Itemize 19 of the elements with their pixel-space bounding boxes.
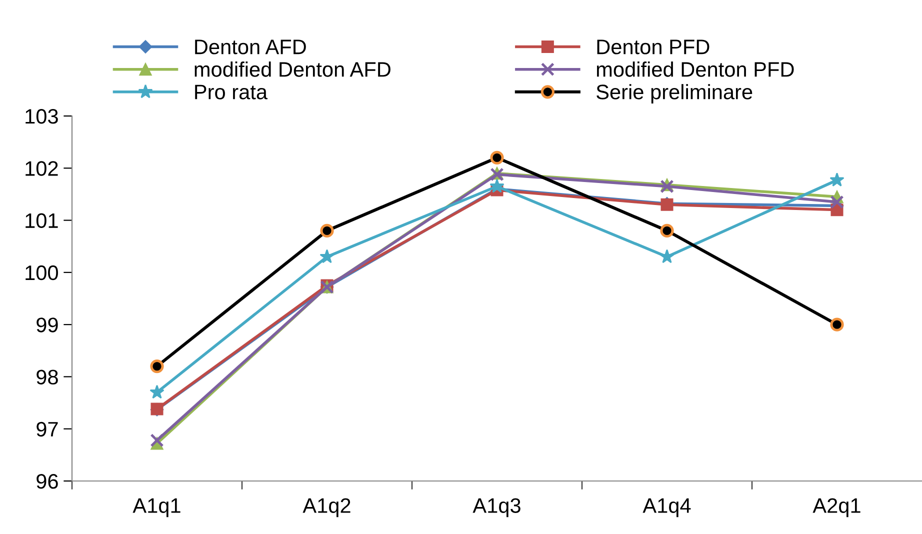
legend-label: modified Denton AFD [194, 62, 390, 77]
y-tick-label: 96 [36, 474, 58, 489]
legend-label: modified Denton PFD [596, 62, 794, 77]
x-tick-label: A1q2 [302, 498, 350, 518]
x-tick-label: A2q1 [812, 498, 860, 518]
y-tick-label: 98 [36, 370, 58, 384]
y-tick-label: 99 [36, 318, 58, 332]
legend-label: Serie preliminare [596, 84, 752, 104]
legend-label: Denton AFD [195, 40, 306, 54]
legend-label: Denton PFD [597, 40, 710, 54]
legend-label: Pro rata [195, 84, 268, 100]
x-tick-label: A1q3 [472, 498, 520, 518]
y-tick-label: 103 [26, 109, 58, 124]
y-tick-label: 102 [26, 161, 58, 176]
x-tick-label: A1q1 [132, 498, 180, 518]
x-tick-label: A1q4 [642, 498, 691, 518]
y-tick-label: 97 [36, 422, 58, 437]
y-tick-label: 100 [26, 265, 58, 280]
y-tick-label: 101 [26, 213, 58, 228]
